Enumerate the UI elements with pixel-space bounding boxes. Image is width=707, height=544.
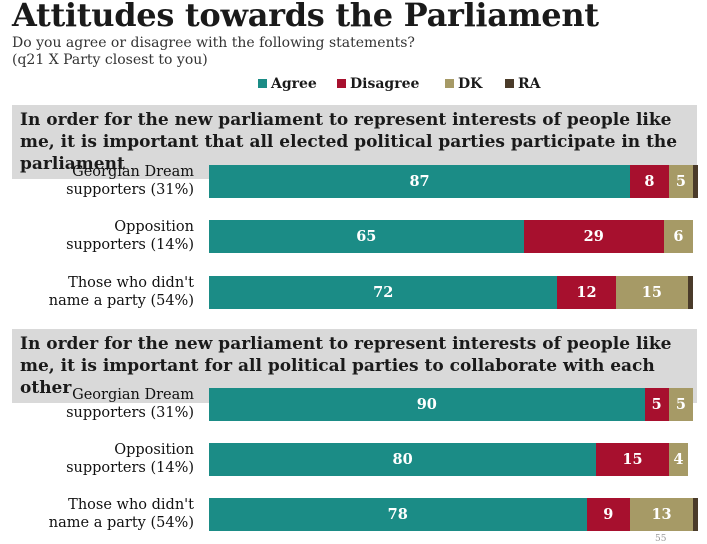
row-label-line-1: Georgian Dream [72, 164, 194, 180]
legend-swatch-ra [505, 79, 514, 88]
panel-2-row-3-bar: 78 9 13 [209, 498, 698, 531]
panel-1-row-1-bar: 87 8 5 [209, 165, 698, 198]
data-label-dk: 6 [673, 228, 684, 245]
chart-legend: Agree Disagree DK RA [0, 76, 707, 94]
data-label-agree: 90 [416, 396, 437, 413]
bar-segment-agree: 78 [209, 498, 587, 531]
bar-segment-ra [688, 276, 693, 309]
data-label-agree: 72 [373, 284, 394, 301]
row-label-line-2: supporters (14%) [66, 237, 194, 253]
row-label-line-1: Opposition [114, 219, 194, 235]
data-label-disagree: 29 [583, 228, 604, 245]
panel-1-row-3-bar: 72 12 15 [209, 276, 693, 309]
bar-segment-ra [693, 498, 698, 531]
legend-item-dk: DK [445, 76, 482, 92]
panel-1-row-2-label: Opposition supporters (14%) [0, 218, 194, 254]
panel-2-row-1-bar: 90 5 5 [209, 388, 693, 421]
panel-1-row-1-label: Georgian Dream supporters (31%) [0, 163, 194, 199]
data-label-dk: 5 [675, 396, 686, 413]
legend-label-agree: Agree [271, 76, 317, 92]
panel-1-row-2-bar: 65 29 6 [209, 220, 693, 253]
data-label-disagree: 12 [576, 284, 597, 301]
legend-label-dk: DK [458, 76, 483, 92]
panel-1-heading: In order for the new parliament to repre… [12, 105, 697, 179]
row-label-line-2: name a party (54%) [48, 293, 194, 309]
data-label-dk: 4 [673, 451, 684, 468]
bar-segment-dk: 13 [630, 498, 693, 531]
data-label-agree: 65 [356, 228, 377, 245]
bar-segment-disagree: 15 [596, 443, 669, 476]
chart-subtitle-code: (q21 X Party closest to you) [12, 52, 208, 68]
legend-swatch-disagree [337, 79, 346, 88]
row-label-line-1: Those who didn't [68, 275, 194, 291]
bar-segment-agree: 87 [209, 165, 631, 198]
row-label-line-2: name a party (54%) [48, 515, 194, 531]
legend-item-agree: Agree [258, 76, 317, 92]
bar-segment-dk: 6 [663, 220, 693, 253]
panel-2-row-3-label: Those who didn't name a party (54%) [0, 496, 194, 532]
row-label-line-1: Georgian Dream [72, 387, 194, 403]
bar-segment-ra [693, 165, 698, 198]
bar-segment-disagree: 9 [586, 498, 631, 531]
bar-segment-dk: 15 [615, 276, 689, 309]
legend-swatch-agree [258, 79, 267, 88]
data-label-agree: 78 [387, 506, 408, 523]
bar-segment-dk: 4 [668, 443, 689, 476]
panel-2-row-2-label: Opposition supporters (14%) [0, 441, 194, 477]
data-label-dk: 15 [641, 284, 662, 301]
data-label-disagree: 5 [651, 396, 662, 413]
data-label-dk: 5 [675, 173, 686, 190]
panel-2-row-1-label: Georgian Dream supporters (31%) [0, 386, 194, 422]
bar-segment-dk: 5 [668, 165, 693, 198]
data-label-agree: 80 [392, 451, 413, 468]
chart-subtitle-question: Do you agree or disagree with the follow… [12, 35, 415, 51]
data-label-dk: 13 [651, 506, 672, 523]
bar-segment-agree: 72 [209, 276, 558, 309]
chart-title: Attitudes towards the Parliament [12, 0, 599, 34]
legend-item-disagree: Disagree [337, 76, 419, 92]
legend-label-ra: RA [518, 76, 541, 92]
data-label-disagree: 9 [603, 506, 614, 523]
bar-segment-disagree: 8 [630, 165, 669, 198]
legend-label-disagree: Disagree [350, 76, 420, 92]
bar-segment-disagree: 12 [557, 276, 616, 309]
legend-item-ra: RA [505, 76, 541, 92]
row-label-line-1: Opposition [114, 442, 194, 458]
data-label-agree: 87 [409, 173, 430, 190]
panel-2-row-2-bar: 80 15 4 [209, 443, 693, 476]
row-label-line-1: Those who didn't [68, 497, 194, 513]
row-label-line-2: supporters (31%) [66, 182, 194, 198]
panel-1-row-3-label: Those who didn't name a party (54%) [0, 274, 194, 310]
data-label-disagree: 15 [622, 451, 643, 468]
row-label-line-2: supporters (31%) [66, 405, 194, 421]
page-number: 55 [655, 534, 667, 544]
bar-segment-agree: 90 [209, 388, 645, 421]
bar-segment-dk: 5 [668, 388, 693, 421]
bar-segment-disagree: 5 [644, 388, 669, 421]
bar-segment-agree: 65 [209, 220, 524, 253]
bar-segment-agree: 80 [209, 443, 597, 476]
bar-segment-disagree: 29 [523, 220, 664, 253]
data-label-disagree: 8 [644, 173, 655, 190]
legend-swatch-dk [445, 79, 454, 88]
row-label-line-2: supporters (14%) [66, 460, 194, 476]
